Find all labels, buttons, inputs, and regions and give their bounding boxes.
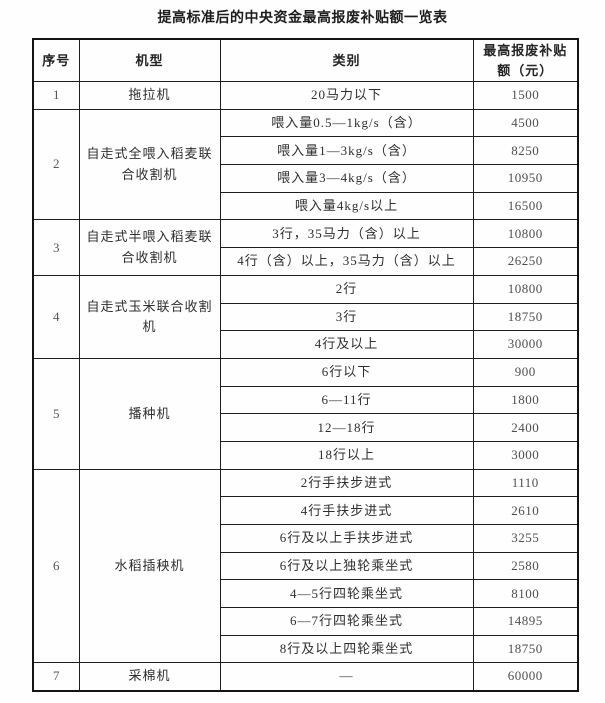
category-cell: 喂入量0.5—1kg/s（含）: [219, 108, 474, 138]
table-row: 5 播种机 6行以下 900: [32, 357, 579, 470]
table-row: 6行及以上手扶步进式 3255: [33, 524, 579, 553]
category-cell: 8行及以上四轮乘坐式: [219, 634, 474, 664]
category-cell: 4行及以上: [219, 330, 474, 359]
category-cell: 6—11行: [219, 385, 474, 415]
table-row: 4—5行四轮乘坐式 8100: [33, 579, 579, 609]
table-row: 2 自走式全喂入稻麦联合收割机 喂入量0.5—1kg/s（含） 4500: [32, 108, 579, 221]
category-cell: 2行手扶步进式: [219, 468, 474, 498]
subsidy-amount-cell: 900: [472, 357, 579, 387]
serial-number-cell: 7: [32, 662, 80, 692]
subsidy-amount-cell: 3000: [472, 440, 579, 470]
table-row: 7 采棉机 —60000: [32, 662, 579, 692]
table-body: 1 拖拉机 20马力以下 1500 2 自走式全喂入稻麦联合收割机 喂入量0.5—1kg/s…: [32, 81, 579, 692]
category-cell: 18行以上: [219, 440, 474, 470]
subsidy-amount-cell: 18750: [472, 634, 579, 664]
category-cell: 喂入量3—4kg/s（含）: [219, 164, 474, 193]
subsidy-amount-cell: 60000: [472, 662, 579, 692]
category-cell: 20马力以下: [219, 81, 474, 110]
serial-number-cell: 2: [32, 108, 80, 221]
machine-type-cell: 水稻插秧机: [78, 468, 221, 664]
machine-type-cell: 采棉机: [78, 662, 221, 692]
machine-type-cell: 拖拉机: [78, 81, 221, 110]
table-row: 6 水稻插秧机 2行手扶步进式 1110: [32, 468, 579, 664]
header-category: 类别: [219, 38, 474, 82]
category-cell: —: [219, 662, 474, 692]
table-row: 1 拖拉机 20马力以下 1500: [32, 81, 579, 110]
subsidy-table: 序号 机型 类别 最高报废补贴额（元） 1 拖拉机 20马力以下 1500 2 自走式全喂…: [32, 38, 579, 692]
category-cell: 喂入量4kg/s以上: [219, 191, 474, 221]
table-row: 4行（含）以上，35马力（含）以上 26250: [33, 247, 579, 276]
category-cell: 喂入量1—3kg/s（含）: [219, 136, 474, 166]
subsidy-amount-cell: 10800: [472, 219, 579, 249]
subsidy-amount-cell: 2400: [472, 413, 579, 442]
page-title: 提高标准后的中央资金最高报废补贴额一览表: [157, 11, 448, 26]
subsidy-amount-cell: 4500: [472, 108, 579, 138]
category-cell: 2行: [219, 274, 474, 304]
table-row: 4行及以上 30000: [33, 330, 579, 359]
serial-number-cell: 1: [32, 81, 80, 110]
serial-number-cell: 4: [32, 274, 80, 359]
subsidy-amount-cell: 2610: [472, 496, 579, 525]
subsidy-amount-cell: 3255: [472, 524, 579, 553]
category-cell: 12—18行: [219, 413, 474, 442]
table-row: 3 自走式半喂入稻麦联合收割机 3行，35马力（含）以上 10800: [32, 219, 579, 276]
subsidy-amount-cell: 18750: [472, 302, 579, 332]
subsidy-amount-cell: 1800: [472, 385, 579, 415]
subsidy-amount-cell: 16500: [472, 191, 579, 221]
subsidy-amount-cell: 8250: [472, 136, 579, 166]
category-cell: 3行: [219, 302, 474, 332]
table-row: 18行以上 3000: [33, 440, 579, 470]
table-row: 8行及以上四轮乘坐式 18750: [33, 634, 579, 664]
subsidy-amount-cell: 1500: [472, 81, 579, 110]
table-row: 6—7行四轮乘坐式 14895: [33, 607, 579, 636]
subsidy-amount-cell: 1110: [472, 468, 579, 498]
serial-number-cell: 6: [32, 468, 80, 664]
machine-type-cell: 自走式玉米联合收割机: [78, 274, 221, 359]
table-row: 3行 18750: [33, 302, 579, 332]
subsidy-amount-cell: 10950: [472, 164, 579, 193]
category-cell: 4行手扶步进式: [219, 496, 474, 525]
header-serial-number: 序号: [32, 38, 80, 82]
table-row: 6—11行 1800: [33, 385, 579, 415]
header-machine-type: 机型: [78, 38, 221, 82]
category-cell: 6—7行四轮乘坐式: [219, 607, 474, 636]
category-cell: 6行及以上独轮乘坐式: [219, 551, 474, 581]
subsidy-amount-cell: 30000: [472, 330, 579, 359]
subsidy-amount-cell: 8100: [472, 579, 579, 609]
subsidy-amount-cell: 14895: [472, 607, 579, 636]
category-cell: 6行及以上手扶步进式: [219, 524, 474, 553]
table-row: 喂入量1—3kg/s（含） 8250: [33, 136, 579, 166]
header-row: 序号 机型 类别 最高报废补贴额（元）: [32, 38, 579, 82]
table-row: 4 自走式玉米联合收割机 2行 10800: [32, 274, 579, 359]
subsidy-amount-cell: 26250: [472, 247, 579, 276]
category-cell: 4行（含）以上，35马力（含）以上: [219, 247, 474, 276]
category-cell: 6行以下: [219, 357, 474, 387]
category-cell: 3行，35马力（含）以上: [219, 219, 474, 249]
category-cell: 4—5行四轮乘坐式: [219, 579, 474, 609]
serial-number-cell: 3: [32, 219, 80, 276]
machine-type-cell: 播种机: [78, 357, 221, 470]
machine-type-cell: 自走式全喂入稻麦联合收割机: [78, 108, 221, 221]
subsidy-amount-cell: 2580: [472, 551, 579, 581]
table-row: 喂入量4kg/s以上 16500: [33, 191, 579, 221]
table-row: 6行及以上独轮乘坐式 2580: [33, 551, 579, 581]
table-row: 12—18行 2400: [33, 413, 579, 442]
machine-type-cell: 自走式半喂入稻麦联合收割机: [78, 219, 221, 276]
subsidy-amount-cell: 10800: [472, 274, 579, 304]
header-max-subsidy-amount: 最高报废补贴额（元）: [472, 38, 579, 82]
serial-number-cell: 5: [32, 357, 80, 470]
